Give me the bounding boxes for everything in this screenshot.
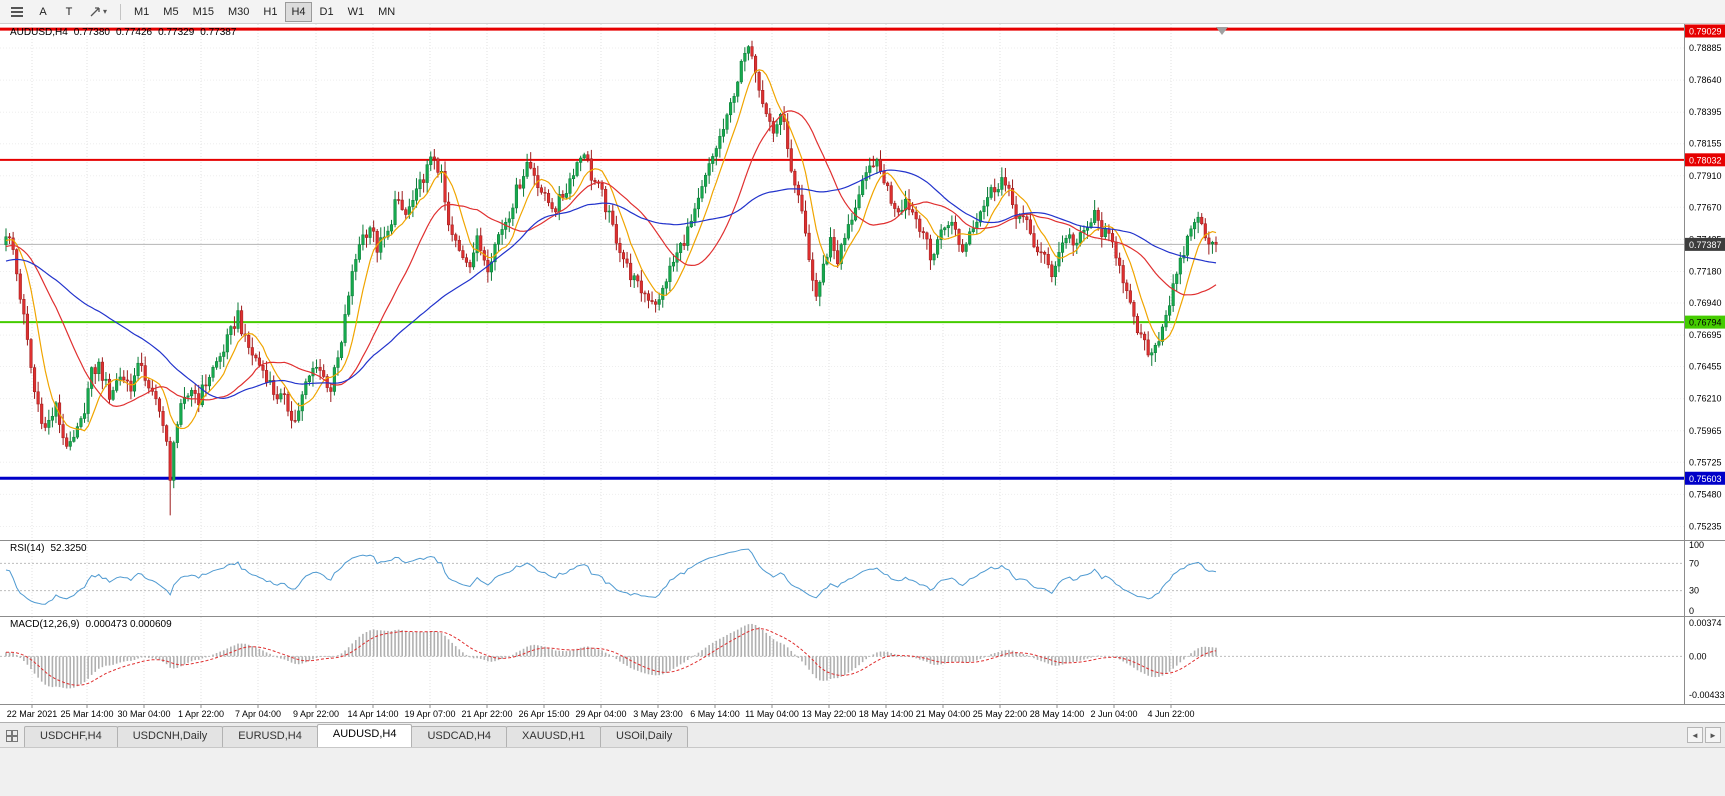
svg-text:0.76695: 0.76695 xyxy=(1689,330,1722,340)
timeframe-h4-button[interactable]: H4 xyxy=(285,1,312,22)
chart-tab-audusd-h4[interactable]: AUDUSD,H4 xyxy=(316,724,413,747)
chart-shift-marker xyxy=(1216,27,1228,35)
svg-text:0.75965: 0.75965 xyxy=(1689,426,1722,436)
svg-text:14 Apr 14:00: 14 Apr 14:00 xyxy=(347,709,398,719)
text-tool-button[interactable]: T xyxy=(57,2,81,22)
top-toolbar: A T ▾ M1 M5 M15 M30 H1 H4 D1 W1 MN xyxy=(0,0,1725,24)
windows-grid-icon xyxy=(6,730,18,742)
timeframe-button-group: M1 M5 M15 M30 H1 H4 D1 W1 MN xyxy=(128,1,401,22)
svg-text:25 May 22:00: 25 May 22:00 xyxy=(973,709,1028,719)
svg-text:7 Apr 04:00: 7 Apr 04:00 xyxy=(235,709,281,719)
svg-text:0.75603: 0.75603 xyxy=(1689,474,1722,484)
toolbar-separator xyxy=(120,3,122,20)
svg-text:100: 100 xyxy=(1689,540,1704,550)
rsi-panel: 100 70 30 0 RSI(14) 52.3250 xyxy=(0,540,1725,616)
timeframe-d1-button[interactable]: D1 xyxy=(314,2,340,22)
svg-text:30: 30 xyxy=(1689,586,1699,596)
svg-text:0.75725: 0.75725 xyxy=(1689,457,1722,467)
timeframe-m30-button[interactable]: M30 xyxy=(222,2,255,22)
svg-text:0.77670: 0.77670 xyxy=(1689,202,1722,212)
timeframe-h1-button[interactable]: H1 xyxy=(257,2,283,22)
macd-canvas[interactable]: 0.00374 0.00 -0.00433 xyxy=(0,616,1725,704)
svg-text:0.75235: 0.75235 xyxy=(1689,521,1722,531)
svg-text:29 Apr 04:00: 29 Apr 04:00 xyxy=(575,709,626,719)
chart-tab-bar: USDCHF,H4 USDCNH,Daily EURUSD,H4 AUDUSD,H4 U… xyxy=(0,722,1725,747)
svg-text:9 Apr 22:00: 9 Apr 22:00 xyxy=(293,709,339,719)
svg-text:0.78395: 0.78395 xyxy=(1689,107,1722,117)
svg-text:1 Apr 22:00: 1 Apr 22:00 xyxy=(178,709,224,719)
pencil-icon xyxy=(90,6,100,16)
chart-tab-xauusd-h1[interactable]: XAUUSD,H1 xyxy=(506,726,601,747)
tab-scroll-left-button[interactable]: ◄ xyxy=(1687,727,1703,743)
main-chart-canvas[interactable]: 0.78885 0.78640 0.78395 0.78155 0.77910 0.776… xyxy=(0,24,1725,540)
svg-text:0.78885: 0.78885 xyxy=(1689,43,1722,53)
svg-text:25 Mar 14:00: 25 Mar 14:00 xyxy=(60,709,113,719)
svg-text:0.75480: 0.75480 xyxy=(1689,489,1722,499)
svg-text:13 May 22:00: 13 May 22:00 xyxy=(802,709,857,719)
chevron-down-icon: ▾ xyxy=(103,6,108,16)
svg-text:0.78640: 0.78640 xyxy=(1689,75,1722,85)
svg-text:0.77180: 0.77180 xyxy=(1689,267,1722,277)
svg-text:0.78032: 0.78032 xyxy=(1689,155,1722,165)
svg-text:11 May 04:00: 11 May 04:00 xyxy=(745,709,799,719)
svg-text:70: 70 xyxy=(1689,558,1699,568)
svg-text:0.00374: 0.00374 xyxy=(1689,618,1722,628)
svg-text:0.76794: 0.76794 xyxy=(1689,318,1722,328)
chart-tab-usdcad-h4[interactable]: USDCAD,H4 xyxy=(411,726,508,747)
svg-text:0.76210: 0.76210 xyxy=(1689,394,1722,404)
tab-scroll-right-button[interactable]: ► xyxy=(1705,727,1721,743)
svg-text:0.76940: 0.76940 xyxy=(1689,298,1722,308)
macd-panel: 0.00374 0.00 -0.00433 MACD(12,26,9) 0.0004… xyxy=(0,616,1725,704)
svg-text:2 Jun 04:00: 2 Jun 04:00 xyxy=(1090,709,1137,719)
svg-text:3 May 23:00: 3 May 23:00 xyxy=(633,709,683,719)
chart-tab-usdcnh-daily[interactable]: USDCNH,Daily xyxy=(116,726,224,747)
main-chart-panel: 0.78885 0.78640 0.78395 0.78155 0.77910 0.776… xyxy=(0,24,1725,540)
svg-text:0: 0 xyxy=(1689,606,1694,616)
svg-text:0.78155: 0.78155 xyxy=(1689,139,1722,149)
menu-icon xyxy=(11,6,23,17)
svg-text:4 Jun 22:00: 4 Jun 22:00 xyxy=(1147,709,1194,719)
svg-text:0.76455: 0.76455 xyxy=(1689,362,1722,372)
timeframe-w1-button[interactable]: W1 xyxy=(342,2,371,22)
timeframe-m5-button[interactable]: M5 xyxy=(157,2,184,22)
chart-tab-usoil-daily[interactable]: USOil,Daily xyxy=(600,726,689,747)
timeframe-m15-button[interactable]: M15 xyxy=(187,2,220,22)
svg-text:0.77387: 0.77387 xyxy=(1689,240,1722,250)
svg-text:6 May 14:00: 6 May 14:00 xyxy=(690,709,740,719)
time-axis[interactable]: 22 Mar 2021 25 Mar 14:00 30 Mar 04:00 1 Apr… xyxy=(0,704,1725,722)
svg-text:26 Apr 15:00: 26 Apr 15:00 xyxy=(518,709,569,719)
chart-tab-usdchf-h4[interactable]: USDCHF,H4 xyxy=(24,726,118,747)
draw-tools-button[interactable]: ▾ xyxy=(83,2,113,22)
svg-text:30 Mar 04:00: 30 Mar 04:00 xyxy=(117,709,170,719)
svg-text:22 Mar 2021: 22 Mar 2021 xyxy=(7,709,58,719)
svg-text:0.77910: 0.77910 xyxy=(1689,171,1722,181)
timeframe-m1-button[interactable]: M1 xyxy=(128,2,155,22)
rsi-canvas[interactable]: 100 70 30 0 xyxy=(0,540,1725,616)
annotation-a-button[interactable]: A xyxy=(31,2,55,22)
time-axis-canvas[interactable]: 22 Mar 2021 25 Mar 14:00 30 Mar 04:00 1 Apr… xyxy=(0,704,1725,722)
svg-text:18 May 14:00: 18 May 14:00 xyxy=(859,709,914,719)
svg-text:-0.00433: -0.00433 xyxy=(1689,690,1725,700)
chart-tabs: USDCHF,H4 USDCNH,Daily EURUSD,H4 AUDUSD,H4 U… xyxy=(24,724,689,747)
svg-text:0.00: 0.00 xyxy=(1689,651,1707,661)
svg-text:21 Apr 22:00: 21 Apr 22:00 xyxy=(461,709,512,719)
svg-text:19 Apr 07:00: 19 Apr 07:00 xyxy=(404,709,455,719)
chart-tab-eurusd-h4[interactable]: EURUSD,H4 xyxy=(222,726,318,747)
timeframe-mn-button[interactable]: MN xyxy=(372,2,401,22)
charts-menu-button[interactable] xyxy=(5,2,29,22)
svg-text:28 May 14:00: 28 May 14:00 xyxy=(1030,709,1085,719)
svg-text:21 May 04:00: 21 May 04:00 xyxy=(916,709,971,719)
tab-scroll-buttons: ◄ ► xyxy=(1687,727,1721,743)
status-bar xyxy=(0,747,1725,796)
svg-text:0.79029: 0.79029 xyxy=(1689,27,1722,37)
